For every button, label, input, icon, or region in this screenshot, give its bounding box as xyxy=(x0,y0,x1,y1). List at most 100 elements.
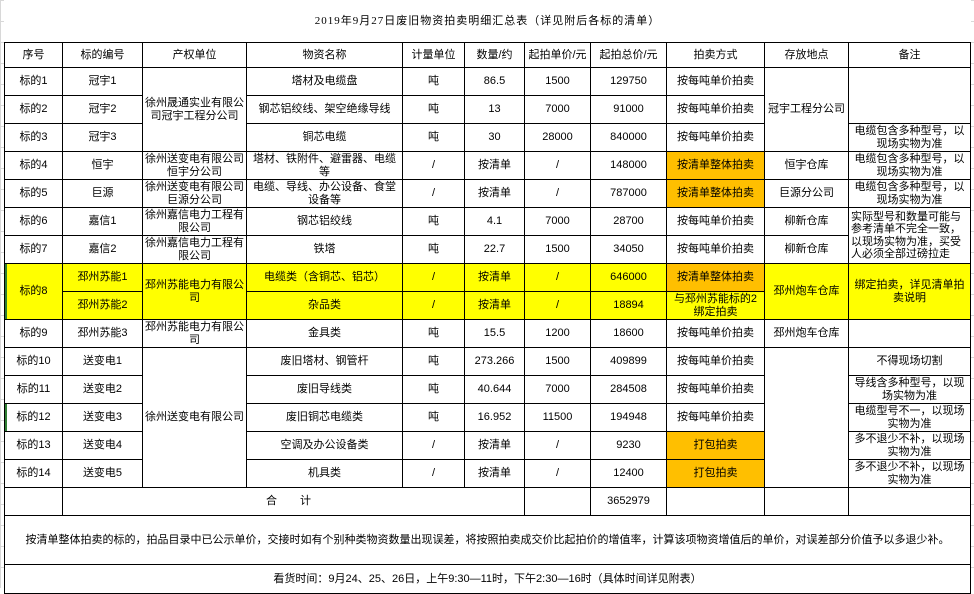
table-header-row: 序号 标的编号 产权单位 物资名称 计量单位 数量/约 起拍单价/元 起拍总价/… xyxy=(5,43,971,68)
cell-unit-price: 7000 xyxy=(525,376,591,404)
table-row: 标的9 邳州苏能3 邳州苏能电力有限公司 金具类 吨 15.5 1200 186… xyxy=(5,320,971,348)
grand-total-value: 3652979 xyxy=(591,488,667,516)
cell-method-empty xyxy=(667,488,765,516)
cell-lot-code: 巨源 xyxy=(63,180,143,208)
cell-remark: 电缆包含多种型号，以现场实物为准 xyxy=(849,124,971,152)
cell-index: 标的4 xyxy=(5,152,63,180)
total-row: 合 计 3652979 xyxy=(5,488,971,516)
cell-unit: / xyxy=(403,264,465,292)
cell-method: 按每吨单价拍卖 xyxy=(667,208,765,236)
cell-lot-code: 邳州苏能3 xyxy=(63,320,143,348)
cell-qty: 273.266 xyxy=(465,348,525,376)
cell-total-price: 28700 xyxy=(591,208,667,236)
cell-remark xyxy=(849,320,971,348)
cell-place: 冠宇工程分公司 xyxy=(765,68,849,152)
cell-index: 标的10 xyxy=(5,348,63,376)
cell-qty: 按清单 xyxy=(465,180,525,208)
cell-lot-code: 送变电5 xyxy=(63,460,143,488)
table-row: 标的5 巨源 徐州送变电有限公司巨源分公司 电缆、导线、办公设备、食堂设备等 /… xyxy=(5,180,971,208)
cell-owner: 邳州苏能电力有限公司 xyxy=(143,264,247,320)
cell-qty: 13 xyxy=(465,96,525,124)
cell-unit-price: 1500 xyxy=(525,348,591,376)
cell-unit-price: / xyxy=(525,292,591,320)
cell-index: 标的2 xyxy=(5,96,63,124)
cell-place: 柳新仓库 xyxy=(765,236,849,264)
cell-unit: 吨 xyxy=(403,236,465,264)
cell-index: 标的7 xyxy=(5,236,63,264)
cell-unit: 吨 xyxy=(403,404,465,432)
cell-unit: / xyxy=(403,292,465,320)
cell-unit: 吨 xyxy=(403,348,465,376)
cell-remark: 电缆型号不一，以现场实物为准 xyxy=(849,404,971,432)
cell-qty: 40.644 xyxy=(465,376,525,404)
col-header-owner: 产权单位 xyxy=(143,43,247,68)
cell-owner: 徐州送变电有限公司恒宇分公司 xyxy=(143,152,247,180)
col-header-place: 存放地点 xyxy=(765,43,849,68)
cell-total-price: 12400 xyxy=(591,460,667,488)
cell-remark-empty xyxy=(849,488,971,516)
cell-method: 按每吨单价拍卖 xyxy=(667,96,765,124)
table-row: 标的7 嘉信2 徐州嘉信电力工程有限公司 铁塔 吨 22.7 1500 3405… xyxy=(5,236,971,264)
table-row: 标的4 恒宇 徐州送变电有限公司恒宇分公司 塔材、铁附件、避雷器、电缆等 / 按… xyxy=(5,152,971,180)
cell-index: 标的5 xyxy=(5,180,63,208)
cell-lot-code: 送变电3 xyxy=(63,404,143,432)
cell-qty: 按清单 xyxy=(465,292,525,320)
cell-unit: 吨 xyxy=(403,208,465,236)
cell-unit-price: 7000 xyxy=(525,208,591,236)
cell-unit: / xyxy=(403,180,465,208)
cell-method: 按清单整体拍卖 xyxy=(667,152,765,180)
cell-total-price: 34050 xyxy=(591,236,667,264)
cell-total-price: 9230 xyxy=(591,432,667,460)
table-row: 标的10 送变电1 徐州送变电有限公司 废旧塔材、钢管杆 吨 273.266 1… xyxy=(5,348,971,376)
cell-remark: 电缆包含多种型号，以现场实物为准 xyxy=(849,180,971,208)
cell-unit-price: 1500 xyxy=(525,68,591,96)
cell-place xyxy=(765,348,849,488)
cell-method: 按每吨单价拍卖 xyxy=(667,376,765,404)
cell-index: 标的9 xyxy=(5,320,63,348)
cell-index: 标的8 xyxy=(5,264,63,320)
cell-place: 邳州炮车仓库 xyxy=(765,264,849,320)
footer-note-text: 按清单整体拍卖的标的，拍品目录中已公示单价，交接时如有个别种类物资数量出现误差，… xyxy=(5,516,971,565)
title-row: 2019年9月27日废旧物资拍卖明细汇总表（详见附后各标的清单） xyxy=(5,0,971,43)
cell-goods: 电缆类（含铜芯、铝芯） xyxy=(247,264,403,292)
table-row: 标的1 冠宇1 徐州晟通实业有限公司冠宇工程分公司 塔材及电缆盘 吨 86.5 … xyxy=(5,68,971,96)
cell-index: 标的12 xyxy=(5,404,63,432)
cell-unit: 吨 xyxy=(403,320,465,348)
cell-place: 巨源分公司 xyxy=(765,180,849,208)
cell-lot-code: 送变电2 xyxy=(63,376,143,404)
cell-total-price: 409899 xyxy=(591,348,667,376)
cell-goods: 杂品类 xyxy=(247,292,403,320)
cell-method: 按每吨单价拍卖 xyxy=(667,404,765,432)
cell-index: 标的1 xyxy=(5,68,63,96)
cell-goods: 铁塔 xyxy=(247,236,403,264)
cell-total-price: 787000 xyxy=(591,180,667,208)
cell-method: 按每吨单价拍卖 xyxy=(667,348,765,376)
cell-unit-price-empty xyxy=(525,488,591,516)
cell-goods: 废旧塔材、钢管杆 xyxy=(247,348,403,376)
cell-remark: 实际型号和数量可能与参考清单不完全一致，以现场实物为准，买受人必须全部过磅拉走 xyxy=(849,208,971,264)
cell-unit-price: 11500 xyxy=(525,404,591,432)
cell-total-price: 840000 xyxy=(591,124,667,152)
cell-place: 恒宇仓库 xyxy=(765,152,849,180)
cell-unit-price: / xyxy=(525,152,591,180)
cell-qty: 按清单 xyxy=(465,264,525,292)
cell-place: 邳州炮车仓库 xyxy=(765,320,849,348)
cell-lot-code: 送变电1 xyxy=(63,348,143,376)
cell-unit: / xyxy=(403,460,465,488)
col-header-method: 拍卖方式 xyxy=(667,43,765,68)
col-header-qty: 数量/约 xyxy=(465,43,525,68)
cell-index: 标的13 xyxy=(5,432,63,460)
col-header-unit-price: 起拍单价/元 xyxy=(525,43,591,68)
cell-lot-code: 邳州苏能2 xyxy=(63,292,143,320)
table-row-highlighted: 标的8 邳州苏能1 邳州苏能电力有限公司 电缆类（含铜芯、铝芯） / 按清单 /… xyxy=(5,264,971,292)
cell-unit-price: 7000 xyxy=(525,96,591,124)
cell-goods: 塔材及电缆盘 xyxy=(247,68,403,96)
cell-remark: 导线含多种型号，以现场实物为准 xyxy=(849,376,971,404)
cell-unit-price: 1200 xyxy=(525,320,591,348)
cell-qty: 86.5 xyxy=(465,68,525,96)
cell-method: 按清单整体拍卖 xyxy=(667,180,765,208)
col-header-lot-code: 标的编号 xyxy=(63,43,143,68)
cell-method: 按每吨单价拍卖 xyxy=(667,124,765,152)
cell-unit-price: / xyxy=(525,460,591,488)
